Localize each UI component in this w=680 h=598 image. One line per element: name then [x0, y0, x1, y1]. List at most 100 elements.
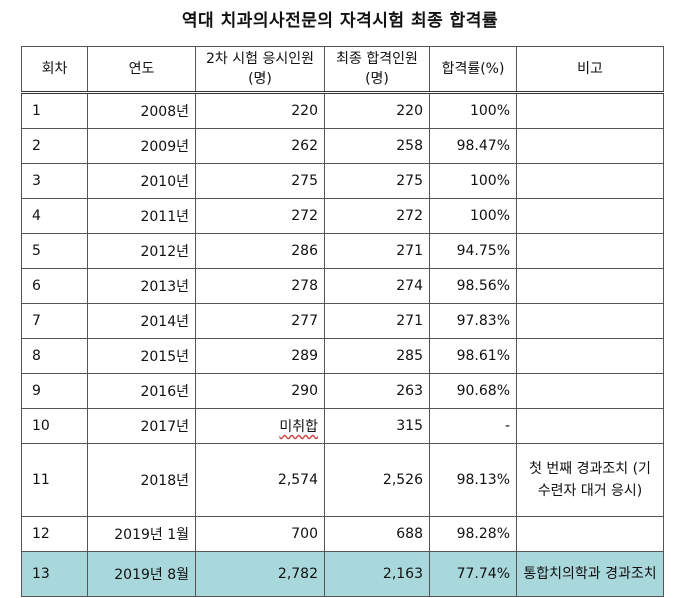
- cell-rate: 100%: [429, 163, 517, 199]
- cell-round: 8: [21, 338, 88, 374]
- cell-passers: 263: [324, 373, 430, 409]
- header-passers: 최종 합격인원(명): [324, 46, 430, 93]
- table-row: 9 2016년 290 263 90.68%: [21, 373, 664, 409]
- cell-round: 12: [21, 516, 88, 552]
- header-year: 연도: [87, 46, 196, 93]
- cell-applicants: 275: [195, 163, 325, 199]
- cell-rate: 77.74%: [429, 551, 517, 597]
- cell-passers: 272: [324, 198, 430, 234]
- cell-round: 13: [21, 551, 88, 597]
- cell-round: 2: [21, 128, 88, 164]
- cell-round: 4: [21, 198, 88, 234]
- cell-note: [516, 303, 664, 339]
- cell-rate: -: [429, 408, 517, 444]
- cell-applicants: 220: [195, 92, 325, 129]
- cell-note: [516, 516, 664, 552]
- pass-rate-table: 회차 연도 2차 시험 응시인원(명) 최종 합격인원(명) 합격률(%) 비고…: [21, 46, 664, 597]
- cell-note: [516, 198, 664, 234]
- cell-rate: 90.68%: [429, 373, 517, 409]
- cell-year: 2018년: [87, 443, 196, 517]
- cell-rate: 98.56%: [429, 268, 517, 304]
- header-row: 회차 연도 2차 시험 응시인원(명) 최종 합격인원(명) 합격률(%) 비고: [21, 46, 664, 93]
- cell-passers: 271: [324, 303, 430, 339]
- cell-rate: 97.83%: [429, 303, 517, 339]
- cell-year: 2009년: [87, 128, 196, 164]
- cell-round: 11: [21, 443, 88, 517]
- cell-note: [516, 92, 664, 129]
- cell-note: [516, 338, 664, 374]
- cell-year: 2019년 1월: [87, 516, 196, 552]
- table-row: 2 2009년 262 258 98.47%: [21, 128, 664, 164]
- table-row: 7 2014년 277 271 97.83%: [21, 303, 664, 339]
- cell-year: 2017년: [87, 408, 196, 444]
- table-row: 13 2019년 8월 2,782 2,163 77.74% 통합치의학과 경과조치: [21, 551, 664, 597]
- cell-note: [516, 408, 664, 444]
- cell-applicants: 278: [195, 268, 325, 304]
- cell-applicants: 2,782: [195, 551, 325, 597]
- cell-passers: 220: [324, 92, 430, 129]
- cell-applicants: 262: [195, 128, 325, 164]
- table-body: 1 2008년 220 220 100% 2 2009년 262 258 98.47% 3 2010년…: [21, 92, 664, 597]
- cell-year: 2011년: [87, 198, 196, 234]
- cell-passers: 315: [324, 408, 430, 444]
- cell-applicants: 2,574: [195, 443, 325, 517]
- cell-year: 2012년: [87, 233, 196, 269]
- cell-applicants: 289: [195, 338, 325, 374]
- cell-round: 3: [21, 163, 88, 199]
- cell-applicants: 290: [195, 373, 325, 409]
- table-row: 12 2019년 1월 700 688 98.28%: [21, 516, 664, 552]
- cell-passers: 274: [324, 268, 430, 304]
- cell-rate: 94.75%: [429, 233, 517, 269]
- cell-year: 2008년: [87, 92, 196, 129]
- table-row: 5 2012년 286 271 94.75%: [21, 233, 664, 269]
- table-row: 6 2013년 278 274 98.56%: [21, 268, 664, 304]
- cell-note: 첫 번째 경과조치 (기수련자 대거 응시): [516, 443, 664, 517]
- cell-rate: 98.47%: [429, 128, 517, 164]
- cell-year: 2016년: [87, 373, 196, 409]
- cell-round: 1: [21, 92, 88, 129]
- table-row: 11 2018년 2,574 2,526 98.13% 첫 번째 경과조치 (기수련자 대…: [21, 443, 664, 517]
- cell-passers: 688: [324, 516, 430, 552]
- cell-passers: 271: [324, 233, 430, 269]
- cell-applicants: 286: [195, 233, 325, 269]
- header-round: 회차: [21, 46, 88, 93]
- cell-year: 2010년: [87, 163, 196, 199]
- cell-round: 6: [21, 268, 88, 304]
- cell-year: 2015년: [87, 338, 196, 374]
- cell-note: [516, 373, 664, 409]
- cell-round: 5: [21, 233, 88, 269]
- cell-round: 7: [21, 303, 88, 339]
- cell-rate: 100%: [429, 198, 517, 234]
- header-rate: 합격률(%): [429, 46, 517, 93]
- cell-round: 10: [21, 408, 88, 444]
- cell-rate: 98.61%: [429, 338, 517, 374]
- cell-rate: 100%: [429, 92, 517, 129]
- table-row: 1 2008년 220 220 100%: [21, 92, 664, 129]
- cell-applicants: 700: [195, 516, 325, 552]
- cell-year: 2019년 8월: [87, 551, 196, 597]
- cell-note: [516, 268, 664, 304]
- cell-passers: 275: [324, 163, 430, 199]
- cell-applicants: 277: [195, 303, 325, 339]
- header-note: 비고: [516, 46, 664, 93]
- cell-applicants: 272: [195, 198, 325, 234]
- cell-year: 2013년: [87, 268, 196, 304]
- cell-note: [516, 233, 664, 269]
- cell-passers: 285: [324, 338, 430, 374]
- cell-round: 9: [21, 373, 88, 409]
- header-applicants: 2차 시험 응시인원(명): [195, 46, 325, 93]
- cell-year: 2014년: [87, 303, 196, 339]
- cell-passers: 2,163: [324, 551, 430, 597]
- cell-applicants: 미취합: [195, 408, 325, 444]
- cell-passers: 2,526: [324, 443, 430, 517]
- cell-passers: 258: [324, 128, 430, 164]
- cell-note: [516, 163, 664, 199]
- table-row: 8 2015년 289 285 98.61%: [21, 338, 664, 374]
- table-row: 3 2010년 275 275 100%: [21, 163, 664, 199]
- cell-rate: 98.28%: [429, 516, 517, 552]
- cell-rate: 98.13%: [429, 443, 517, 517]
- cell-note: 통합치의학과 경과조치: [516, 551, 664, 597]
- table-row: 10 2017년 미취합 315-: [21, 408, 664, 444]
- table-row: 4 2011년 272 272 100%: [21, 198, 664, 234]
- cell-note: [516, 128, 664, 164]
